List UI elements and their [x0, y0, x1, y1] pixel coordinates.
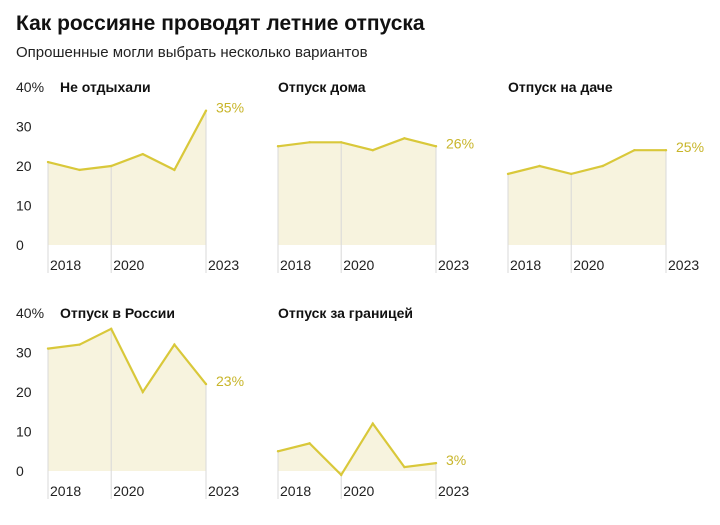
- panel-5-end-label: 3%: [446, 452, 466, 468]
- panel-2-area: [278, 138, 436, 245]
- panel-3-point: [506, 172, 510, 176]
- panel-1-x-tick-label: 2018: [50, 257, 81, 273]
- panel-4-point: [110, 327, 113, 330]
- panel-2-point: [403, 137, 406, 140]
- panel-5-point: [434, 461, 438, 465]
- panel-5-point: [340, 473, 343, 477]
- panel-3-point: [570, 172, 573, 176]
- panel-4-y-tick-label: 40%: [16, 305, 44, 321]
- panel-1-y-tick-label: 30: [16, 119, 32, 135]
- panel-1-y-tick-label: 10: [16, 198, 32, 214]
- panel-1-point: [141, 152, 144, 156]
- panel-4-point: [78, 343, 81, 346]
- panel-3-point: [601, 164, 604, 168]
- panel-2-series-line: [277, 137, 437, 152]
- panel-5-point: [403, 465, 406, 469]
- panel-1-title: Не отдыхали: [60, 79, 151, 95]
- panel-4-y-tick-label: 0: [16, 463, 24, 479]
- panel-4-x-tick-label: 2018: [50, 483, 81, 499]
- panel-3-series-line: [507, 149, 666, 176]
- panel-5-x-tick-label: 2020: [343, 483, 374, 499]
- panel-4-x-tick-label: 2023: [208, 483, 239, 499]
- panel-4-area: [48, 328, 206, 471]
- panel-3-x-tick-label: 2023: [668, 257, 699, 273]
- panel-3-title: Отпуск на даче: [508, 79, 613, 95]
- panel-1-area: [48, 110, 206, 245]
- page-subtitle: Опрошенные могли выбрать несколько вариа…: [16, 44, 368, 61]
- panel-2-point: [434, 145, 438, 148]
- panel-4-y-tick-label: 10: [16, 424, 32, 440]
- panel-2-point: [308, 141, 311, 144]
- panel-5-x-tick-label: 2023: [438, 483, 469, 499]
- panel-1-x-tick-label: 2020: [113, 257, 144, 273]
- panel-4-series-line: [47, 327, 207, 395]
- panel-5-series-line: [277, 421, 437, 477]
- panel-2-point: [276, 145, 280, 148]
- panel-4-point: [204, 382, 208, 386]
- panel-1-y-tick-label: 40%: [16, 79, 44, 95]
- panel-5-point: [276, 450, 280, 453]
- panel-5-point: [308, 442, 311, 445]
- panel-4-y-tick-label: 30: [16, 345, 32, 361]
- panel-3-point: [633, 149, 636, 152]
- panel-2-title: Отпуск дома: [278, 79, 366, 95]
- panel-3-x-tick-label: 2020: [573, 257, 604, 273]
- panel-3-x-tick-label: 2018: [510, 257, 541, 273]
- panel-3-end-label: 25%: [676, 139, 704, 155]
- panel-2-x-tick-label: 2018: [280, 257, 311, 273]
- panel-5-x-tick-label: 2018: [280, 483, 311, 499]
- panel-4-title: Отпуск в России: [60, 305, 175, 321]
- panel-1-end-label: 35%: [216, 100, 244, 116]
- panel-1-point: [78, 168, 81, 172]
- panel-5-title: Отпуск за границей: [278, 305, 413, 321]
- panel-4-y-tick-label: 20: [16, 384, 32, 400]
- panel-1-point: [204, 109, 208, 112]
- panel-4-x-tick-label: 2020: [113, 483, 144, 499]
- panel-1-point: [110, 164, 113, 168]
- page-title: Как россияне проводят летние отпуска: [16, 12, 425, 35]
- panel-1-point: [46, 160, 50, 164]
- panel-2-end-label: 26%: [446, 135, 474, 151]
- panel-5-point: [371, 422, 374, 425]
- panel-2-x-tick-label: 2020: [343, 257, 374, 273]
- panel-1-x-tick-label: 2023: [208, 257, 239, 273]
- panel-1-series-line: [47, 110, 207, 172]
- panel-4-point: [46, 347, 50, 350]
- panel-2-point: [340, 141, 343, 144]
- panel-4-end-label: 23%: [216, 373, 244, 389]
- panel-3-area: [508, 150, 666, 245]
- panel-4-point: [141, 390, 144, 394]
- panel-1-y-tick-label: 20: [16, 158, 32, 174]
- panel-3-point: [538, 164, 541, 168]
- panel-3-point: [664, 149, 668, 152]
- panel-1-y-tick-label: 0: [16, 237, 24, 253]
- panel-4-point: [173, 343, 176, 346]
- panel-2-point: [371, 149, 374, 152]
- panel-1-point: [173, 168, 176, 172]
- panel-2-x-tick-label: 2023: [438, 257, 469, 273]
